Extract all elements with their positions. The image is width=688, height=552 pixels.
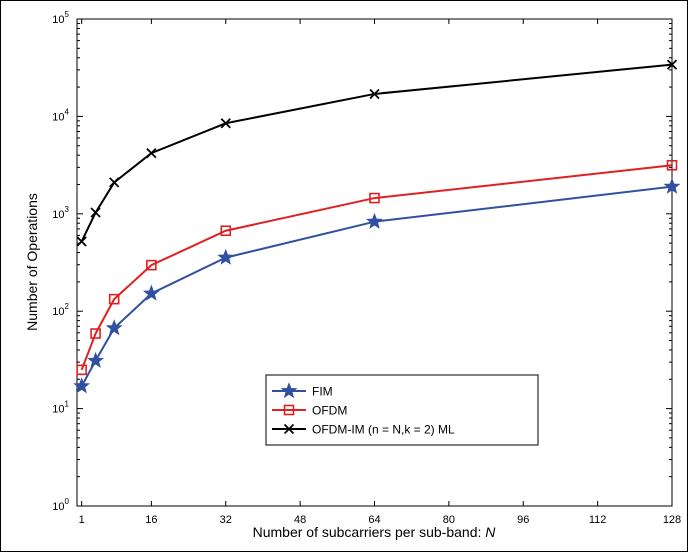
series-star [73, 177, 681, 394]
legend-label: OFDM [312, 404, 347, 418]
data-point [666, 59, 678, 70]
y-tick-label: 101 [52, 400, 69, 416]
legend-marker [280, 382, 298, 399]
series-line [80, 164, 673, 371]
legend-box [265, 374, 539, 446]
data-point [146, 259, 157, 271]
legend-label: OFDM-IM (n = N,k = 2) ML [312, 423, 455, 437]
x-tick: 1 [79, 19, 85, 526]
y-tick: 101 [52, 400, 672, 416]
x-tick-label: 32 [220, 514, 232, 526]
x-tick-label: 96 [517, 514, 529, 526]
x-tick-label: 112 [589, 514, 607, 526]
y-tick: 102 [52, 302, 672, 318]
series-square [76, 159, 678, 376]
y-tick-label: 100 [52, 497, 69, 513]
x-tick-label: 1 [79, 514, 85, 526]
data-point [87, 351, 105, 368]
data-point [90, 328, 101, 339]
x-tick-label: 64 [368, 514, 380, 526]
x-axis-label: Number of subcarriers per sub-band: N [253, 524, 497, 540]
legend-label: FIM [312, 385, 333, 399]
y-axis: 100 101 102 103 104 105 [52, 10, 672, 513]
data-point [666, 159, 678, 171]
legend-marker [283, 404, 295, 416]
data-point [73, 377, 91, 394]
y-tick: 105 [52, 10, 672, 26]
y-tick-label: 105 [52, 10, 69, 26]
x-tick-label: 128 [663, 514, 681, 526]
x-tick: 16 [145, 19, 158, 526]
data-point [76, 236, 87, 247]
data-point [146, 147, 157, 159]
x-tick: 32 [220, 19, 232, 526]
y-tick-label: 103 [52, 205, 69, 221]
x-tick: 48 [294, 19, 306, 526]
x-tick-label: 16 [145, 514, 157, 526]
legend-marker [283, 423, 295, 435]
legend-entry: FIM [272, 382, 333, 399]
x-axis: 1 16 32 48 64 80 96 112 128 [79, 19, 681, 526]
data-point [220, 118, 231, 129]
x-tick-label: 80 [443, 514, 455, 526]
y-tick: 103 [52, 205, 672, 221]
y-axis-label: Number of Operations [24, 193, 40, 331]
y-tick: 104 [52, 107, 672, 123]
data-point [220, 225, 232, 237]
data-point [663, 177, 681, 194]
x-tick: 64 [368, 19, 381, 526]
series-layer [73, 59, 681, 394]
data-point [105, 319, 123, 336]
y-tick-label: 104 [52, 107, 69, 123]
legend: FIM OFDM OFDM-IM (n = N,k = 2) ML [265, 374, 539, 446]
y-tick-label: 102 [52, 302, 69, 318]
data-point [76, 364, 87, 376]
data-point [109, 177, 120, 188]
data-point [217, 248, 235, 265]
data-point [142, 284, 160, 301]
x-tick: 128 [663, 19, 681, 526]
y-tick: 100 [52, 497, 672, 513]
x-tick: 112 [589, 19, 607, 526]
data-point [108, 293, 120, 305]
x-tick: 96 [517, 19, 529, 526]
x-tick: 80 [443, 19, 455, 526]
legend-entry: OFDM-IM (n = N,k = 2) ML [272, 423, 455, 437]
series-x [76, 59, 678, 247]
data-point [369, 88, 380, 100]
data-point [369, 192, 380, 204]
data-point [366, 212, 383, 229]
legend-entry: OFDM [272, 404, 347, 418]
data-point [90, 207, 101, 218]
x-tick-label: 48 [294, 514, 306, 526]
